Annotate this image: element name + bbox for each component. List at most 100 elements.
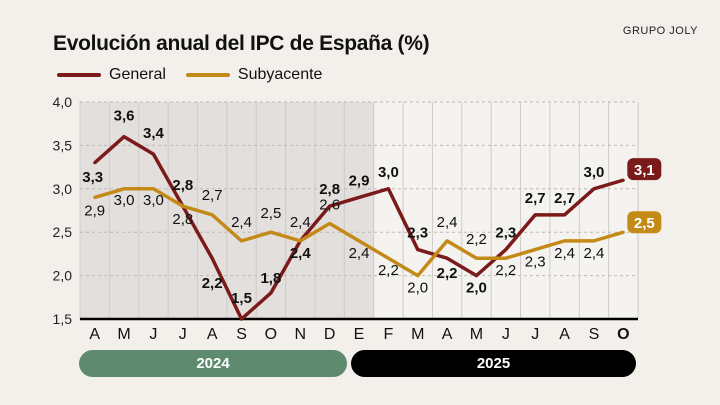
y-tick-label: 3,0 bbox=[53, 181, 73, 197]
x-tick-label: F bbox=[383, 326, 393, 343]
y-tick-label: 1,5 bbox=[53, 311, 73, 327]
data-point bbox=[592, 187, 596, 191]
data-point bbox=[151, 152, 155, 156]
brand-logo: GRUPO JOLY bbox=[622, 25, 698, 37]
data-point bbox=[269, 230, 273, 234]
data-label: 3,0 bbox=[378, 164, 399, 181]
data-point bbox=[504, 248, 508, 252]
data-label: 2,2 bbox=[202, 275, 223, 292]
data-point bbox=[328, 204, 332, 208]
data-point bbox=[416, 248, 420, 252]
data-label: 2,6 bbox=[319, 197, 340, 214]
data-point bbox=[357, 195, 361, 199]
x-tick-label: D bbox=[324, 326, 336, 343]
data-point bbox=[563, 213, 567, 217]
data-label: 2,3 bbox=[407, 225, 428, 242]
y-tick-label: 2,5 bbox=[53, 224, 73, 240]
y-tick-label: 3,5 bbox=[53, 137, 73, 153]
data-point bbox=[210, 213, 214, 217]
x-tick-label: O bbox=[265, 326, 277, 343]
data-point bbox=[416, 274, 420, 278]
x-tick-label: S bbox=[236, 326, 247, 343]
data-label: 2,4 bbox=[290, 245, 312, 262]
data-point bbox=[328, 222, 332, 226]
data-point bbox=[298, 239, 302, 243]
data-label: 2,9 bbox=[349, 172, 370, 189]
data-point bbox=[122, 135, 126, 139]
legend-swatch-subyacente bbox=[185, 73, 230, 77]
data-point bbox=[181, 204, 185, 208]
data-label: 1,8 bbox=[260, 270, 281, 287]
data-point bbox=[474, 274, 478, 278]
data-label: 3,3 bbox=[82, 169, 103, 186]
x-tick-label: A bbox=[207, 326, 218, 343]
x-tick-label: N bbox=[294, 326, 306, 343]
legend-label-general: General bbox=[109, 66, 166, 83]
x-tick-label: J bbox=[149, 326, 157, 343]
x-tick-label: J bbox=[179, 326, 187, 343]
end-value-label: 3,1 bbox=[634, 162, 655, 179]
data-point bbox=[240, 239, 244, 243]
data-label: 3,0 bbox=[143, 192, 164, 209]
legend-label-subyacente: Subyacente bbox=[237, 66, 323, 83]
data-point bbox=[210, 256, 214, 260]
legend-general: General bbox=[57, 66, 166, 84]
end-value-badge bbox=[627, 211, 662, 234]
x-tick-label: M bbox=[411, 326, 424, 343]
data-label: 3,4 bbox=[143, 125, 165, 142]
data-point bbox=[93, 161, 97, 165]
legend-swatch-general bbox=[57, 73, 101, 77]
data-label: 2,2 bbox=[437, 265, 458, 282]
x-tick-label: M bbox=[470, 326, 483, 343]
year-band-2025: 2025 bbox=[351, 350, 636, 377]
data-label: 3,6 bbox=[114, 108, 135, 125]
data-point bbox=[122, 187, 126, 191]
data-label: 2,9 bbox=[84, 202, 105, 219]
x-tick-label: M bbox=[117, 326, 130, 343]
data-point bbox=[533, 248, 537, 252]
data-label: 2,2 bbox=[466, 231, 487, 248]
x-tick-label: A bbox=[559, 326, 570, 343]
x-tick-label: O bbox=[617, 326, 629, 343]
data-label: 2,8 bbox=[172, 211, 193, 228]
data-label: 2,0 bbox=[466, 280, 487, 297]
end-value-badge bbox=[627, 158, 662, 181]
data-point bbox=[533, 213, 537, 217]
x-tick-label: S bbox=[589, 326, 600, 343]
data-label: 2,4 bbox=[437, 214, 458, 231]
data-label: 2,4 bbox=[349, 245, 370, 262]
data-point bbox=[621, 178, 625, 182]
legend: General Subyacente bbox=[57, 66, 342, 84]
data-label: 2,2 bbox=[495, 262, 516, 279]
data-label: 2,4 bbox=[290, 214, 311, 231]
data-label: 2,7 bbox=[525, 190, 546, 207]
data-point bbox=[592, 239, 596, 243]
data-label: 1,5 bbox=[231, 290, 252, 307]
data-point bbox=[386, 187, 390, 191]
data-point bbox=[240, 317, 244, 321]
x-tick-label: E bbox=[354, 326, 365, 343]
data-point bbox=[445, 256, 449, 260]
data-label: 3,0 bbox=[114, 192, 135, 209]
y-tick-label: 4,0 bbox=[53, 94, 73, 110]
data-label: 2,8 bbox=[172, 177, 193, 194]
data-point bbox=[504, 256, 508, 260]
data-point bbox=[474, 256, 478, 260]
data-point bbox=[151, 187, 155, 191]
year-band-2024: 2024 bbox=[79, 350, 347, 377]
data-label: 2,5 bbox=[260, 205, 281, 222]
data-label: 2,2 bbox=[378, 262, 399, 279]
x-tick-label: J bbox=[531, 326, 539, 343]
data-label: 2,4 bbox=[554, 245, 575, 262]
y-tick-label: 2,0 bbox=[53, 268, 73, 284]
data-point bbox=[93, 195, 97, 199]
data-label: 2,4 bbox=[584, 245, 605, 262]
data-point bbox=[386, 256, 390, 260]
data-label: 2,4 bbox=[231, 214, 252, 231]
end-value-label: 2,5 bbox=[634, 215, 655, 232]
data-label: 2,0 bbox=[407, 280, 428, 297]
data-label: 2,8 bbox=[319, 181, 340, 198]
x-tick-label: A bbox=[442, 326, 453, 343]
x-tick-label: A bbox=[89, 326, 100, 343]
